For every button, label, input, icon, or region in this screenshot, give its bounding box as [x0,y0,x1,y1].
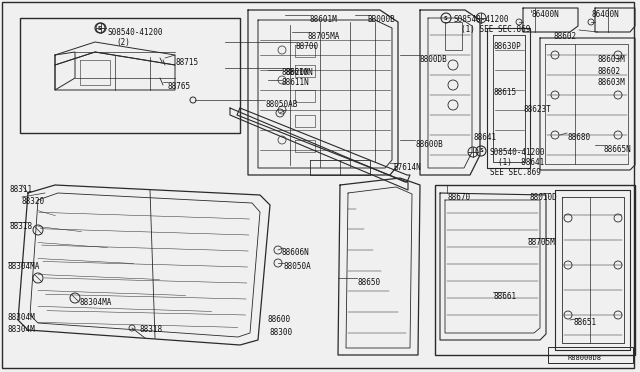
Text: 88620X: 88620X [282,68,310,77]
Text: 88318: 88318 [140,325,163,334]
Text: 88602: 88602 [597,67,620,76]
Text: S: S [444,16,448,20]
Bar [548,347,633,363]
Text: 8800DB: 8800DB [420,55,448,64]
Text: 88623T: 88623T [523,105,551,114]
Text: 88705MA: 88705MA [308,32,340,41]
Text: (1)  88641: (1) 88641 [498,158,544,167]
Text: 88651: 88651 [573,318,596,327]
Text: 88318: 88318 [10,222,33,231]
Text: 88610N: 88610N [286,68,314,77]
Text: 88050A: 88050A [283,262,311,271]
Bar [435,185,635,355]
Text: S08540-41200: S08540-41200 [453,15,509,24]
Text: 88680: 88680 [568,133,591,142]
Text: 88304MA: 88304MA [80,298,113,307]
Text: S: S [479,148,483,154]
Text: 88304MA: 88304MA [8,262,40,271]
Text: 88600B: 88600B [415,140,443,149]
Text: 88602: 88602 [554,32,577,41]
Text: S08540-41200: S08540-41200 [490,148,545,157]
Text: 88601M: 88601M [310,15,338,24]
Text: B7614N: B7614N [393,163,420,172]
Text: SEE SEC.869: SEE SEC.869 [490,168,541,177]
Text: 88304M: 88304M [8,313,36,322]
Text: 88603M: 88603M [598,78,626,87]
Text: BB000B: BB000B [367,15,395,24]
Text: 88010D: 88010D [530,193,557,202]
Bar [20,18,240,133]
Text: 88630P: 88630P [493,42,521,51]
Text: 88615: 88615 [493,88,516,97]
Text: 88311: 88311 [10,185,33,194]
Text: 88320: 88320 [22,197,45,206]
Text: 88650: 88650 [357,278,380,287]
Text: S08540-41200: S08540-41200 [108,28,163,37]
Text: 88300: 88300 [270,328,293,337]
Text: 88641: 88641 [474,133,497,142]
Text: 88611N: 88611N [282,78,310,87]
Text: 88765: 88765 [168,82,191,91]
Text: 86400N: 86400N [592,10,620,19]
Text: 88050AB: 88050AB [265,100,298,109]
Text: 88304M: 88304M [8,325,36,334]
Text: R88000D8: R88000D8 [567,355,601,361]
Text: 88700: 88700 [296,42,319,51]
Text: 88670: 88670 [447,193,470,202]
Text: 88665N: 88665N [604,145,632,154]
Text: 88606N: 88606N [282,248,310,257]
Text: (1) SEE SEC.869: (1) SEE SEC.869 [461,25,531,34]
Text: 88603M: 88603M [598,55,626,64]
Text: 88715: 88715 [175,58,198,67]
Text: 86400N: 86400N [531,10,559,19]
Text: 88600: 88600 [268,315,291,324]
Text: (2): (2) [116,38,130,47]
Text: 88661: 88661 [494,292,517,301]
Text: S: S [98,26,102,31]
Text: 88705M: 88705M [527,238,555,247]
